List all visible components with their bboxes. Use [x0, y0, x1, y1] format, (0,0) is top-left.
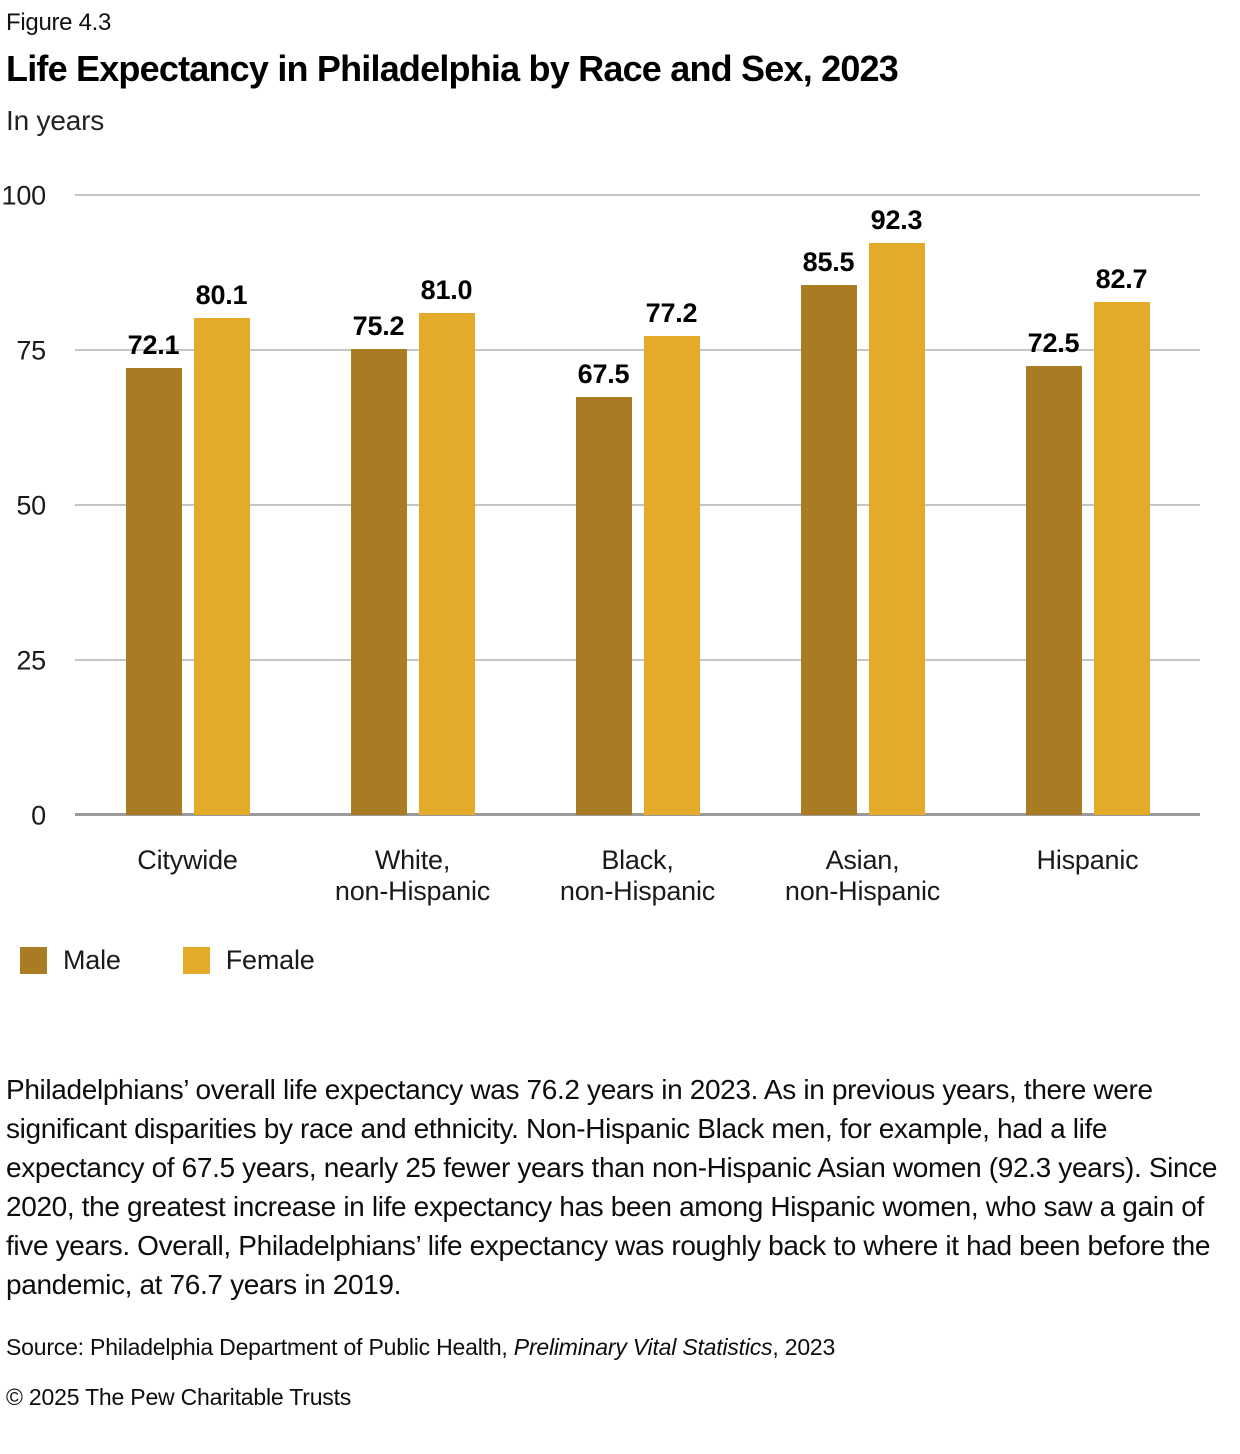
chart-legend: Male Female: [20, 945, 1232, 976]
source-suffix: , 2023: [772, 1334, 836, 1360]
report-figure-page: Figure 4.3 Life Expectancy in Philadelph…: [2, 9, 1232, 1410]
y-axis-tick-label: 50: [16, 490, 46, 521]
copyright-line: © 2025 The Pew Charitable Trusts: [6, 1384, 352, 1410]
bar-value-label: 80.1: [195, 280, 248, 311]
x-axis-category-label: Asian, non-Hispanic: [784, 845, 941, 906]
bar-male-3: 85.5: [800, 247, 857, 815]
gridline: [75, 194, 1200, 196]
bar-value-label: 77.2: [645, 298, 698, 329]
figure-label: Figure 4.3: [6, 9, 112, 36]
gridline: [75, 504, 1200, 506]
x-axis-category-label: White, non-Hispanic: [334, 845, 491, 906]
bar-male: [1025, 365, 1082, 815]
bar-chart-plot-area: 0 25 50 75 100 72.1 80.1 75.2 81.0 67.5 77.2 85.5 92…: [2, 181, 1200, 831]
bar-male-4: 72.5: [1025, 328, 1082, 815]
chart-subtitle: In years: [6, 105, 104, 136]
x-axis-category-label: Hispanic: [1036, 845, 1139, 875]
chart-title: Life Expectancy in Philadelphia by Race …: [6, 48, 899, 89]
bar-group-2: 67.5 77.2: [525, 195, 750, 815]
bar-value-label: 85.5: [802, 246, 855, 277]
bar-value-label: 81.0: [420, 274, 473, 305]
bar-male: [125, 367, 182, 815]
legend-label: Female: [225, 945, 315, 975]
x-axis-category-label: Black, non-Hispanic: [559, 845, 716, 906]
y-axis-tick-label: 25: [16, 645, 46, 676]
bar-value-label: 67.5: [577, 358, 630, 389]
bar-male: [350, 348, 407, 815]
bar-male-2: 67.5: [575, 359, 632, 815]
x-axis-category-labels: Citywide White, non-Hispanic Black, non-Hi…: [75, 845, 1200, 907]
bar-male: [800, 284, 857, 815]
bar-group-1: 75.2 81.0: [300, 195, 525, 815]
bar-female-2: 77.2: [643, 298, 700, 815]
bar-female: [418, 312, 475, 815]
bar-group-4: 72.5 82.7: [975, 195, 1200, 815]
body-paragraph: Philadelphians’ overall life expectancy …: [6, 1074, 1218, 1300]
bar-female: [868, 242, 925, 815]
legend-label: Male: [63, 945, 121, 975]
bar-value-label: 72.5: [1027, 327, 1080, 358]
bar-group-3: 85.5 92.3: [750, 195, 975, 815]
source-prefix: Source: Philadelphia Department of Publi…: [6, 1334, 514, 1360]
source-publication-title: Preliminary Vital Statistics: [513, 1334, 773, 1360]
bar-value-label: 72.1: [127, 329, 180, 360]
legend-swatch-male: [20, 947, 47, 974]
source-line: Source: Philadelphia Department of Publi…: [6, 1334, 1232, 1361]
bar-female-0: 80.1: [193, 280, 250, 815]
legend-item-female: Female: [182, 945, 315, 976]
y-axis-tick-label: 100: [1, 180, 47, 211]
bar-female-3: 92.3: [868, 205, 925, 815]
bar-male-1: 75.2: [350, 311, 407, 815]
x-axis-line: [75, 813, 1200, 816]
bar-value-label: 75.2: [352, 310, 405, 341]
bar-female: [1093, 302, 1150, 815]
legend-item-male: Male: [20, 945, 121, 976]
bar-female-1: 81.0: [418, 275, 475, 815]
bar-value-label: 82.7: [1095, 264, 1148, 295]
bar-male: [575, 396, 632, 815]
bar-female-4: 82.7: [1093, 264, 1150, 815]
bar-male-0: 72.1: [125, 330, 182, 815]
bar-group-0: 72.1 80.1: [75, 195, 300, 815]
y-axis-tick-label: 0: [31, 800, 46, 831]
bar-female: [643, 336, 700, 815]
bar-female: [193, 318, 250, 815]
legend-swatch-female: [182, 947, 210, 974]
bar-value-label: 92.3: [870, 204, 923, 235]
gridline: [75, 349, 1200, 351]
x-axis-category-label: Citywide: [137, 845, 238, 875]
gridline: [75, 659, 1200, 661]
y-axis-tick-label: 75: [16, 335, 46, 366]
